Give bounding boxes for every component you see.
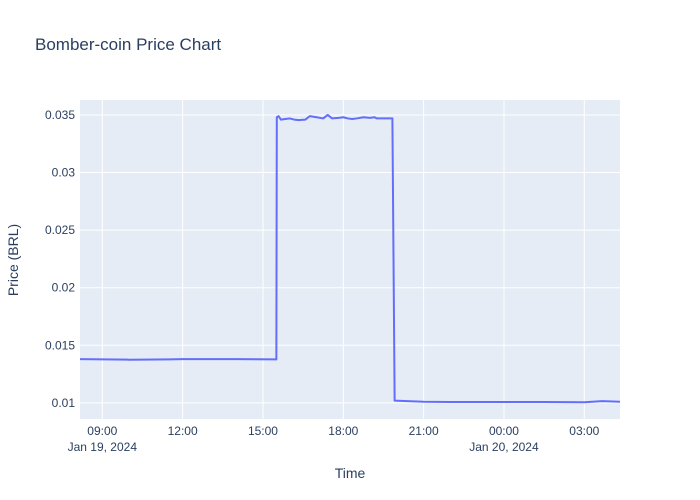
x-tick-date-label: Jan 19, 2024 <box>68 440 138 454</box>
x-tick-label: 00:00 <box>489 424 519 438</box>
x-tick-label: 09:00 <box>87 424 117 438</box>
x-tick-label: 15:00 <box>248 424 278 438</box>
y-tick-label: 0.015 <box>45 338 75 352</box>
y-axis-title: Price (BRL) <box>5 224 21 296</box>
x-tick-label: 18:00 <box>328 424 358 438</box>
y-tick-label: 0.035 <box>45 108 75 122</box>
price-line <box>79 113 621 404</box>
x-axis-ticks: 09:00 Jan 19, 2024 12:00 15:00 18:00 21:00 00:… <box>68 424 600 454</box>
y-tick-label: 0.02 <box>52 281 76 295</box>
y-axis-ticks: 0.01 0.015 0.02 0.025 0.03 0.035 <box>45 108 75 410</box>
x-tick-date-label: Jan 20, 2024 <box>469 440 539 454</box>
y-tick-label: 0.025 <box>45 223 75 237</box>
y-tick-label: 0.01 <box>52 396 76 410</box>
grid-lines <box>80 100 620 419</box>
series-layer <box>79 113 621 404</box>
x-tick-label: 12:00 <box>168 424 198 438</box>
x-tick-label: 21:00 <box>409 424 439 438</box>
plot-area <box>80 100 620 419</box>
x-tick-label: 03:00 <box>569 424 599 438</box>
x-axis-title: Time <box>335 465 366 481</box>
chart-title: Bomber-coin Price Chart <box>35 35 221 54</box>
y-tick-label: 0.03 <box>52 166 76 180</box>
